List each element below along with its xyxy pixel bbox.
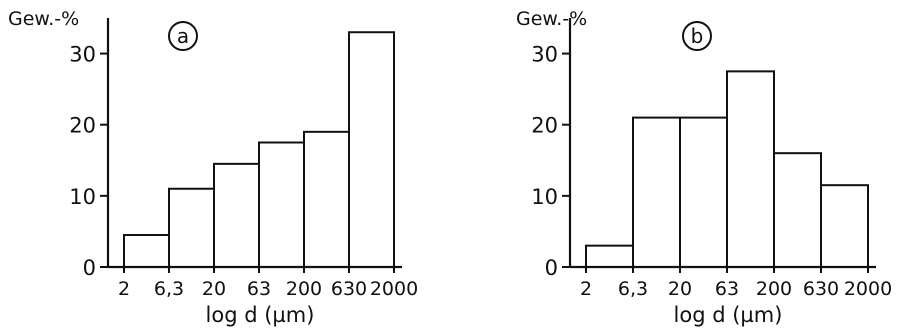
x-tick-label: 200 xyxy=(286,278,322,300)
y-tick-label: 0 xyxy=(83,256,96,280)
histogram-bar xyxy=(679,116,728,268)
y-tick-label: 10 xyxy=(69,185,96,209)
x-tick-label: 2 xyxy=(118,278,130,300)
panel-label-circle xyxy=(168,21,198,51)
y-tick-label: 10 xyxy=(531,185,558,209)
x-tick-label: 6,3 xyxy=(154,278,184,300)
x-tick-label: 20 xyxy=(668,278,692,300)
y-tick-label: 30 xyxy=(69,43,96,67)
histogram-bar xyxy=(726,70,775,268)
y-tick-label: 0 xyxy=(545,256,558,280)
x-tick-label: 630 xyxy=(331,278,367,300)
panel-label-circle xyxy=(682,21,712,51)
histogram-bar xyxy=(258,141,305,268)
histogram-bar xyxy=(123,233,170,269)
x-tick-label: 2 xyxy=(580,278,592,300)
panel-label: b xyxy=(691,24,704,48)
x-tick-label: 630 xyxy=(803,278,839,300)
x-axis-label: log d (µm) xyxy=(206,303,315,327)
x-axis-label: log d (µm) xyxy=(674,303,783,327)
x-tick-label: 2000 xyxy=(370,278,418,300)
x-tick-label: 6,3 xyxy=(618,278,648,300)
panel-label: a xyxy=(177,24,189,48)
y-tick-label: 20 xyxy=(531,114,558,138)
y-tick-label: 30 xyxy=(531,43,558,67)
chart-panel-a: 0 10 20 30 2 6,3 20 63 200 630 2000 Gew.-% log d (µm… xyxy=(8,8,418,327)
histogram-bar xyxy=(213,162,260,268)
x-tick-label: 63 xyxy=(247,278,271,300)
x-tick-label: 2000 xyxy=(844,278,892,300)
histogram-bar xyxy=(168,187,215,268)
x-tick-label: 20 xyxy=(202,278,226,300)
histogram-bar xyxy=(585,244,634,269)
histogram-bar xyxy=(303,130,350,268)
x-tick-label: 63 xyxy=(715,278,739,300)
chart-panel-b: 0 10 20 30 2 6,3 20 63 200 630 2000 Gew.-% log d (µm… xyxy=(516,8,892,327)
y-axis-label: Gew.-% xyxy=(8,8,79,30)
histogram-bar xyxy=(773,152,822,269)
histogram-bar xyxy=(820,184,869,268)
y-axis-label: Gew.-% xyxy=(516,8,587,30)
y-tick-label: 20 xyxy=(69,114,96,138)
x-tick-label: 200 xyxy=(756,278,792,300)
histogram-bar xyxy=(632,116,681,268)
histogram-bar xyxy=(348,31,395,268)
